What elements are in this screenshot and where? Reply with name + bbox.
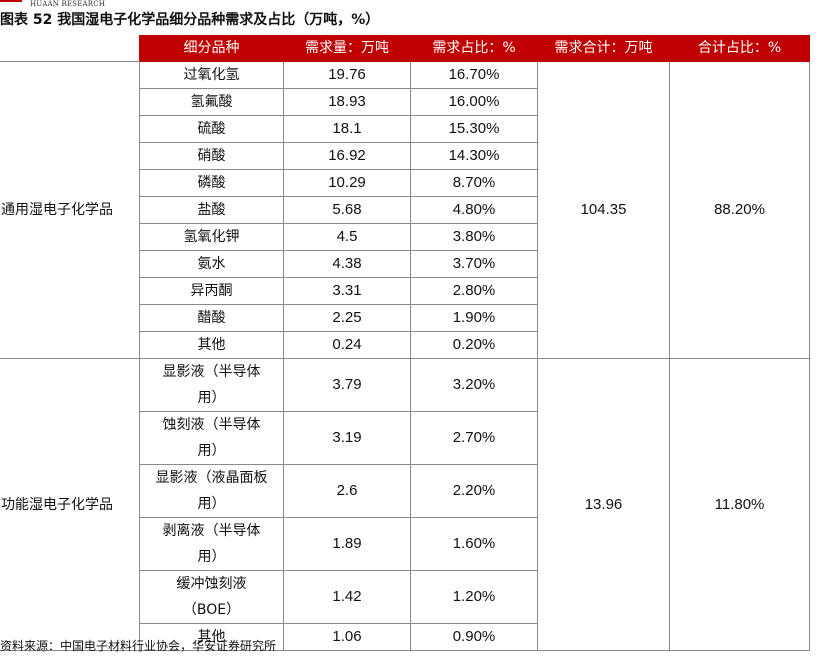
demand-value: 5.68 bbox=[283, 196, 411, 224]
item-name: 显影液（液晶面板 用） bbox=[139, 464, 284, 518]
item-name: 过氧化氢 bbox=[139, 61, 284, 89]
share-value: 2.20% bbox=[410, 464, 538, 518]
demand-value: 4.5 bbox=[283, 223, 411, 251]
item-name: 其他 bbox=[139, 331, 284, 359]
column-header: 合计占比：% bbox=[669, 35, 810, 62]
table-row: 氢氟酸 18.93 16.00% bbox=[0, 88, 810, 116]
table-row: 醋酸 2.25 1.90% bbox=[0, 304, 810, 332]
table-row: 剥离液（半导体 用） 1.89 1.60% bbox=[0, 517, 810, 571]
group-total-share: 88.20% bbox=[669, 61, 810, 359]
item-name: 剥离液（半导体 用） bbox=[139, 517, 284, 571]
group-total: 13.96 bbox=[537, 358, 670, 651]
share-value: 1.20% bbox=[410, 570, 538, 624]
share-value: 14.30% bbox=[410, 142, 538, 170]
demand-table: 细分品种 需求量：万吨 需求占比：% 需求合计：万吨 合计占比：% 通用湿电子化… bbox=[0, 35, 810, 651]
table-row: 其他 1.06 0.90% bbox=[0, 623, 810, 651]
demand-value: 18.1 bbox=[283, 115, 411, 143]
category-cell: 功能湿电子化学品 bbox=[0, 358, 140, 651]
share-value: 3.20% bbox=[410, 358, 538, 412]
demand-value: 19.76 bbox=[283, 61, 411, 89]
table-header-row: 细分品种 需求量：万吨 需求占比：% 需求合计：万吨 合计占比：% bbox=[0, 35, 810, 62]
item-name-line: 用） bbox=[197, 443, 226, 459]
table-row: 氢氧化钾 4.5 3.80% bbox=[0, 223, 810, 251]
item-name-line: 用） bbox=[197, 390, 226, 406]
item-name-line: 剥离液（半导体 bbox=[162, 523, 261, 539]
table-row: 磷酸 10.29 8.70% bbox=[0, 169, 810, 197]
column-header: 需求合计：万吨 bbox=[537, 35, 670, 62]
demand-value: 18.93 bbox=[283, 88, 411, 116]
demand-value: 2.6 bbox=[283, 464, 411, 518]
category-cell: 通用湿电子化学品 bbox=[0, 61, 140, 359]
share-value: 8.70% bbox=[410, 169, 538, 197]
item-name: 异丙酮 bbox=[139, 277, 284, 305]
demand-value: 0.24 bbox=[283, 331, 411, 359]
table-row: 蚀刻液（半导体 用） 3.19 2.70% bbox=[0, 411, 810, 465]
table-row: 显影液（液晶面板 用） 2.6 2.20% bbox=[0, 464, 810, 518]
table-row: 盐酸 5.68 4.80% bbox=[0, 196, 810, 224]
demand-value: 3.19 bbox=[283, 411, 411, 465]
item-name-line: 显影液（液晶面板 bbox=[155, 470, 268, 486]
table-row: 异丙酮 3.31 2.80% bbox=[0, 277, 810, 305]
item-name: 硝酸 bbox=[139, 142, 284, 170]
share-value: 1.90% bbox=[410, 304, 538, 332]
group-total-share: 11.80% bbox=[669, 358, 810, 651]
demand-value: 2.25 bbox=[283, 304, 411, 332]
item-name: 氢氟酸 bbox=[139, 88, 284, 116]
item-name-line: 蚀刻液（半导体 bbox=[162, 417, 261, 433]
column-header: 需求量：万吨 bbox=[283, 35, 411, 62]
share-value: 0.90% bbox=[410, 623, 538, 651]
group-total: 104.35 bbox=[537, 61, 670, 359]
demand-value: 10.29 bbox=[283, 169, 411, 197]
share-value: 16.00% bbox=[410, 88, 538, 116]
share-value: 15.30% bbox=[410, 115, 538, 143]
column-header: 细分品种 bbox=[139, 35, 284, 62]
share-value: 3.70% bbox=[410, 250, 538, 278]
share-value: 2.80% bbox=[410, 277, 538, 305]
item-name: 醋酸 bbox=[139, 304, 284, 332]
share-value: 3.80% bbox=[410, 223, 538, 251]
table-row: 缓冲蚀刻液 （BOE） 1.42 1.20% bbox=[0, 570, 810, 624]
demand-value: 16.92 bbox=[283, 142, 411, 170]
header-blank-cell bbox=[0, 35, 140, 62]
share-value: 2.70% bbox=[410, 411, 538, 465]
share-value: 4.80% bbox=[410, 196, 538, 224]
item-name: 氢氧化钾 bbox=[139, 223, 284, 251]
item-name-line: 用） bbox=[197, 549, 226, 565]
item-name: 其他 bbox=[139, 623, 284, 651]
table-row: 通用湿电子化学品 过氧化氢 19.76 16.70% 104.35 88.20% bbox=[0, 61, 810, 359]
share-value: 16.70% bbox=[410, 61, 538, 89]
demand-value: 1.06 bbox=[283, 623, 411, 651]
source-note: 资料来源：中国电子材料行业协会，华安证券研究所 bbox=[0, 639, 277, 653]
item-name-line: （BOE） bbox=[182, 602, 241, 618]
item-name: 氨水 bbox=[139, 250, 284, 278]
item-name: 盐酸 bbox=[139, 196, 284, 224]
item-name: 显影液（半导体 用） bbox=[139, 358, 284, 412]
table-row: 其他 0.24 0.20% bbox=[0, 331, 810, 359]
brand-logo-mark bbox=[0, 0, 22, 2]
table-row: 氨水 4.38 3.70% bbox=[0, 250, 810, 278]
item-name-line: 显影液（半导体 bbox=[162, 364, 261, 380]
item-name: 硫酸 bbox=[139, 115, 284, 143]
item-name: 磷酸 bbox=[139, 169, 284, 197]
demand-value: 3.79 bbox=[283, 358, 411, 412]
column-header: 需求占比：% bbox=[410, 35, 538, 62]
table-row: 硫酸 18.1 15.30% bbox=[0, 115, 810, 143]
item-name: 蚀刻液（半导体 用） bbox=[139, 411, 284, 465]
demand-value: 3.31 bbox=[283, 277, 411, 305]
share-value: 0.20% bbox=[410, 331, 538, 359]
item-name-line: 缓冲蚀刻液 bbox=[176, 576, 247, 592]
item-name: 缓冲蚀刻液 （BOE） bbox=[139, 570, 284, 624]
table-row: 硝酸 16.92 14.30% bbox=[0, 142, 810, 170]
brand-logo-text: HUAAN RESEARCH bbox=[30, 0, 106, 8]
figure-title: 图表 52 我国湿电子化学品细分品种需求及占比（万吨，%） bbox=[0, 12, 380, 28]
table-row: 功能湿电子化学品 显影液（半导体 用） 3.79 3.20% 13.96 11.8… bbox=[0, 358, 810, 651]
share-value: 1.60% bbox=[410, 517, 538, 571]
demand-value: 4.38 bbox=[283, 250, 411, 278]
demand-value: 1.89 bbox=[283, 517, 411, 571]
demand-value: 1.42 bbox=[283, 570, 411, 624]
item-name-line: 用） bbox=[197, 496, 226, 512]
